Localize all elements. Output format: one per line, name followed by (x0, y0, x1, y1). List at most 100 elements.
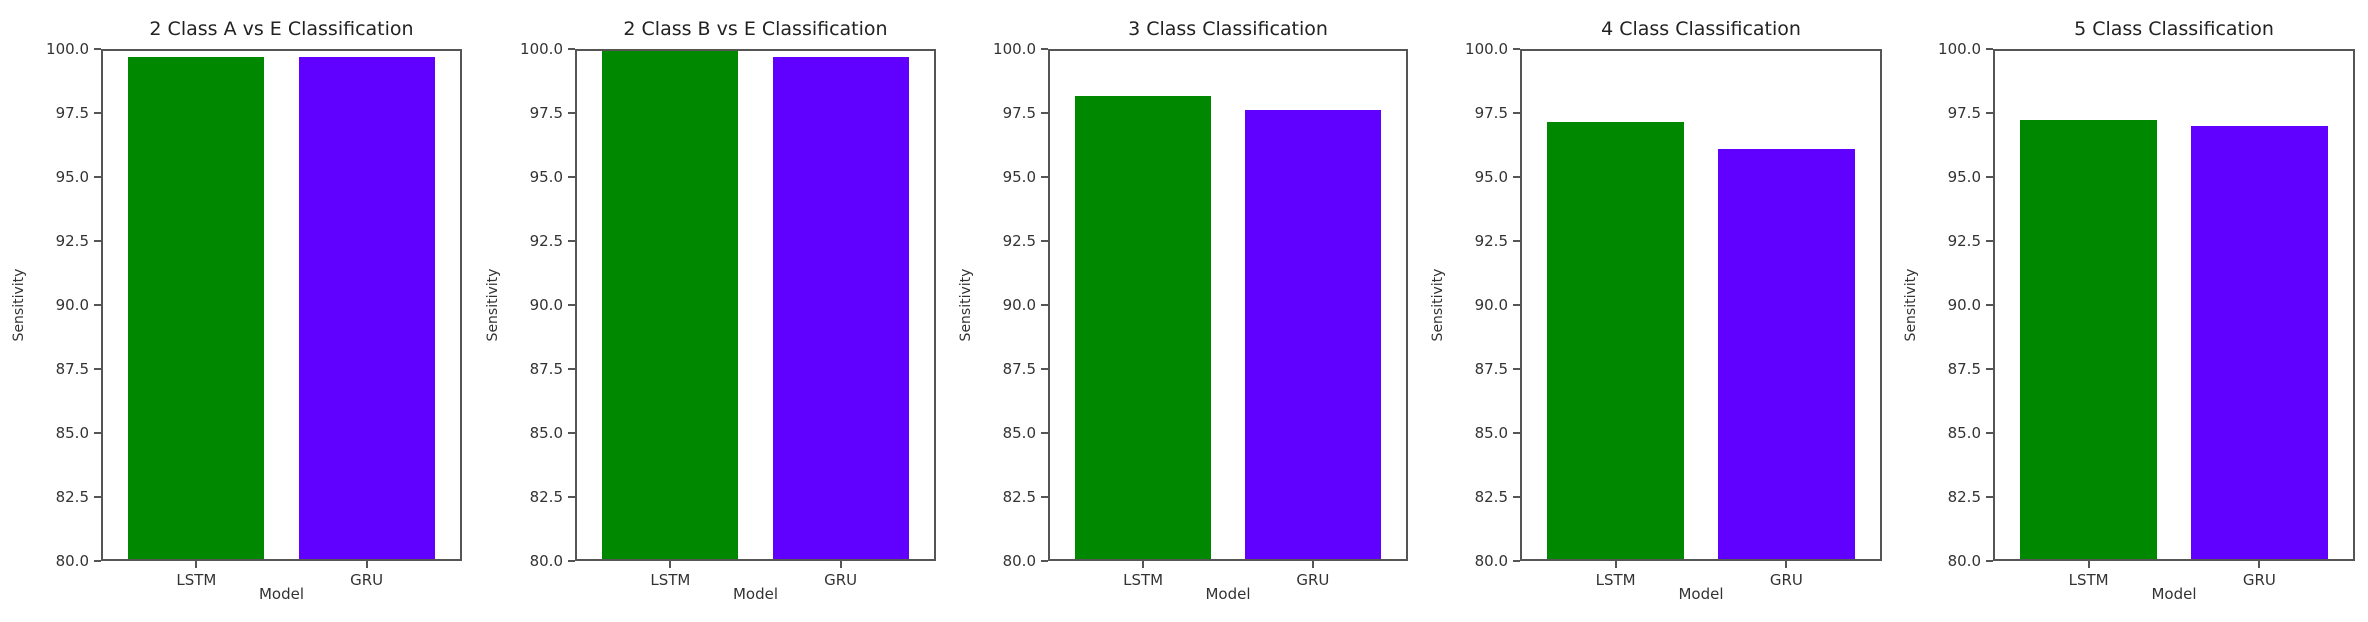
plot-area (1520, 49, 1882, 561)
y-tick-mark (94, 48, 101, 50)
y-tick-mark (94, 560, 101, 562)
x-tick-mark (839, 561, 842, 568)
y-tick-label: 80.0 (55, 552, 89, 570)
y-tick-label: 82.5 (529, 488, 563, 506)
plot-area (1993, 49, 2355, 561)
y-tick-label: 92.5 (529, 232, 563, 250)
y-tick-mark (1513, 560, 1520, 562)
y-tick-label: 95.0 (1474, 168, 1508, 186)
x-axis-label: Model (732, 585, 779, 603)
y-tick-label: 100.0 (1938, 40, 1981, 58)
bar-lstm (602, 51, 739, 559)
y-axis-label: Sensitivity (1903, 268, 1919, 342)
y-tick-mark (1041, 432, 1048, 434)
y-tick-mark (1513, 432, 1520, 434)
y-tick-mark (568, 432, 575, 434)
y-tick-mark (1986, 560, 1993, 562)
bar-gru (1718, 149, 1855, 559)
y-tick-label: 82.5 (1474, 488, 1508, 506)
chart-title: 2 Class A vs E Classification (149, 18, 414, 40)
bar-lstm (1547, 121, 1684, 559)
y-tick-label: 90.0 (1947, 296, 1981, 314)
plot-area (1048, 49, 1408, 561)
y-tick-mark (1513, 176, 1520, 178)
y-tick-mark (1986, 112, 1993, 114)
x-tick-mark (1311, 561, 1314, 568)
y-tick-label: 92.5 (1002, 232, 1036, 250)
x-axis-label: Model (258, 585, 305, 603)
x-tick-label: LSTM (2068, 571, 2109, 589)
y-tick-label: 92.5 (1947, 232, 1981, 250)
bar-gru (1244, 110, 1381, 559)
y-tick-mark (568, 240, 575, 242)
bar-lstm (1075, 95, 1211, 559)
chart-title: 4 Class Classification (1601, 18, 1801, 40)
y-tick-label: 85.0 (1474, 424, 1508, 442)
y-tick-mark (568, 176, 575, 178)
x-tick-label: LSTM (1123, 571, 1164, 589)
y-tick-label: 100.0 (520, 40, 563, 58)
x-tick-label: GRU (350, 571, 384, 589)
y-tick-label: 95.0 (55, 168, 89, 186)
bar-gru (298, 56, 435, 559)
y-tick-label: 85.0 (1002, 424, 1036, 442)
y-tick-label: 97.5 (1947, 104, 1981, 122)
y-tick-mark (1986, 176, 1993, 178)
chart-title: 3 Class Classification (1128, 18, 1328, 40)
y-tick-mark (94, 368, 101, 370)
y-tick-label: 80.0 (1474, 552, 1508, 570)
y-tick-mark (1513, 496, 1520, 498)
y-tick-label: 95.0 (529, 168, 563, 186)
chart-title: 5 Class Classification (2074, 18, 2274, 40)
x-tick-label: GRU (1296, 571, 1330, 589)
y-tick-label: 82.5 (1002, 488, 1036, 506)
y-tick-label: 100.0 (993, 40, 1036, 58)
y-tick-label: 87.5 (529, 360, 563, 378)
bar-gru (772, 56, 909, 559)
y-tick-label: 90.0 (1474, 296, 1508, 314)
y-tick-mark (94, 496, 101, 498)
y-tick-mark (1986, 432, 1993, 434)
y-tick-mark (1986, 368, 1993, 370)
y-tick-mark (94, 304, 101, 306)
y-tick-label: 87.5 (55, 360, 89, 378)
y-tick-mark (1513, 240, 1520, 242)
x-tick-label: GRU (2242, 571, 2276, 589)
x-tick-mark (195, 561, 198, 568)
x-tick-mark (1142, 561, 1145, 568)
bar-lstm (128, 56, 265, 559)
y-tick-label: 92.5 (55, 232, 89, 250)
y-tick-mark (1041, 176, 1048, 178)
y-tick-label: 80.0 (1947, 552, 1981, 570)
x-tick-label: LSTM (176, 571, 217, 589)
y-tick-label: 97.5 (1474, 104, 1508, 122)
y-tick-mark (94, 432, 101, 434)
y-tick-label: 87.5 (1002, 360, 1036, 378)
y-tick-label: 82.5 (55, 488, 89, 506)
y-tick-mark (1041, 560, 1048, 562)
y-tick-mark (568, 496, 575, 498)
plot-area (101, 49, 462, 561)
x-axis-label: Model (1205, 585, 1251, 603)
y-tick-mark (1513, 304, 1520, 306)
x-tick-mark (1614, 561, 1617, 568)
y-tick-label: 85.0 (55, 424, 89, 442)
x-tick-label: LSTM (1595, 571, 1636, 589)
y-tick-label: 85.0 (1947, 424, 1981, 442)
x-axis-label: Model (1678, 585, 1724, 603)
y-tick-label: 100.0 (1465, 40, 1508, 58)
y-tick-mark (1513, 368, 1520, 370)
y-tick-mark (568, 368, 575, 370)
y-tick-label: 82.5 (1947, 488, 1981, 506)
x-tick-mark (2087, 561, 2090, 568)
y-tick-mark (568, 560, 575, 562)
y-tick-mark (1041, 304, 1048, 306)
y-tick-mark (94, 112, 101, 114)
x-tick-label: GRU (824, 571, 858, 589)
y-tick-mark (1041, 112, 1048, 114)
